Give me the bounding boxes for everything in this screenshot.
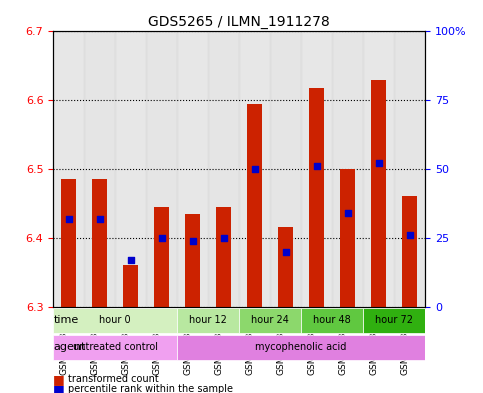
Bar bbox=[340, 169, 355, 307]
Bar bbox=[92, 179, 107, 307]
Bar bbox=[216, 207, 231, 307]
Point bbox=[344, 210, 352, 216]
Text: hour 24: hour 24 bbox=[251, 315, 289, 325]
Bar bbox=[309, 88, 324, 307]
FancyBboxPatch shape bbox=[301, 308, 363, 332]
Bar bbox=[363, 31, 394, 307]
Bar bbox=[146, 31, 177, 307]
Point bbox=[127, 257, 134, 263]
Bar bbox=[208, 31, 239, 307]
Bar bbox=[239, 31, 270, 307]
FancyBboxPatch shape bbox=[177, 308, 239, 332]
Bar bbox=[53, 31, 84, 307]
Text: hour 12: hour 12 bbox=[189, 315, 227, 325]
Bar bbox=[84, 31, 115, 307]
Text: ■: ■ bbox=[53, 382, 65, 393]
Bar bbox=[84, 31, 115, 307]
Point bbox=[189, 237, 197, 244]
Text: untreated control: untreated control bbox=[72, 342, 157, 352]
Bar bbox=[301, 31, 332, 307]
Title: GDS5265 / ILMN_1911278: GDS5265 / ILMN_1911278 bbox=[148, 15, 330, 29]
Point bbox=[282, 248, 289, 255]
Bar bbox=[278, 228, 293, 307]
Bar bbox=[185, 214, 200, 307]
Point bbox=[375, 160, 383, 167]
Text: hour 48: hour 48 bbox=[313, 315, 351, 325]
FancyBboxPatch shape bbox=[363, 308, 425, 332]
Bar bbox=[402, 196, 417, 307]
Point bbox=[96, 215, 103, 222]
Text: hour 72: hour 72 bbox=[375, 315, 413, 325]
Text: agent: agent bbox=[54, 342, 86, 352]
Point bbox=[65, 215, 72, 222]
Point bbox=[406, 232, 413, 238]
Bar bbox=[270, 31, 301, 307]
Bar bbox=[332, 31, 363, 307]
Text: percentile rank within the sample: percentile rank within the sample bbox=[68, 384, 233, 393]
Text: time: time bbox=[54, 315, 79, 325]
Bar bbox=[146, 31, 177, 307]
Point bbox=[220, 235, 227, 241]
FancyBboxPatch shape bbox=[177, 335, 425, 360]
FancyBboxPatch shape bbox=[239, 308, 301, 332]
Bar bbox=[301, 31, 332, 307]
Text: ■: ■ bbox=[53, 373, 65, 386]
Bar bbox=[270, 31, 301, 307]
Bar bbox=[371, 80, 386, 307]
FancyBboxPatch shape bbox=[53, 335, 177, 360]
FancyBboxPatch shape bbox=[53, 308, 177, 332]
Bar bbox=[363, 31, 394, 307]
Point bbox=[251, 166, 258, 172]
Bar bbox=[394, 31, 425, 307]
Text: mycophenolic acid: mycophenolic acid bbox=[256, 342, 347, 352]
Bar bbox=[208, 31, 239, 307]
Bar bbox=[247, 104, 262, 307]
Text: transformed count: transformed count bbox=[68, 374, 158, 384]
Bar bbox=[332, 31, 363, 307]
Bar bbox=[154, 207, 170, 307]
Point bbox=[313, 163, 320, 169]
Bar bbox=[177, 31, 208, 307]
Text: hour 0: hour 0 bbox=[99, 315, 131, 325]
Bar bbox=[115, 31, 146, 307]
Bar bbox=[123, 265, 138, 307]
Bar bbox=[394, 31, 425, 307]
Bar bbox=[61, 179, 76, 307]
Point bbox=[158, 235, 166, 241]
Bar bbox=[53, 31, 84, 307]
Bar bbox=[177, 31, 208, 307]
Bar bbox=[115, 31, 146, 307]
Bar bbox=[239, 31, 270, 307]
